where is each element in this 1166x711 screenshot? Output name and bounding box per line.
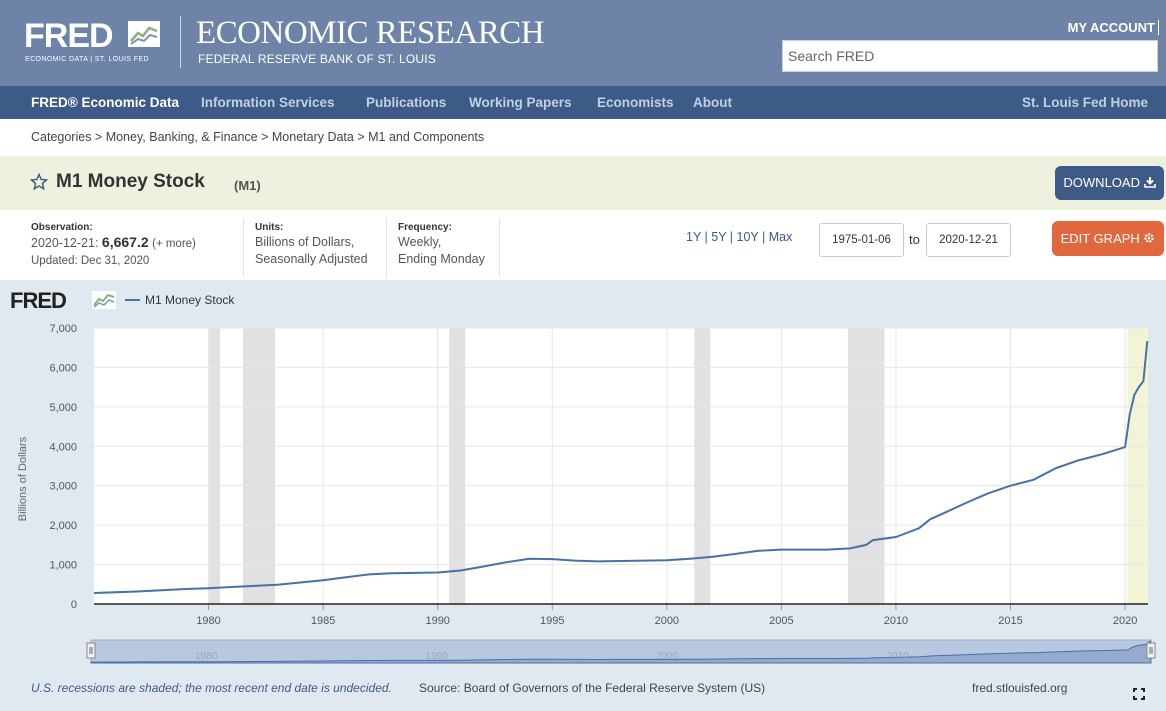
y-axis-label: Billions of Dollars (17, 436, 29, 522)
fred-logo-subtitle: ECONOMIC DATA | ST. LOUIS FED (25, 56, 150, 63)
x-tick-label: 2020 (1113, 615, 1137, 627)
recession-band (242, 328, 276, 604)
info-divider (386, 218, 387, 278)
units-block: Units: Billions of Dollars, Seasonally A… (255, 222, 368, 268)
main-nav: FRED® Economic Data Information Services… (0, 86, 1166, 119)
observation-label: Observation: (31, 222, 93, 233)
nav-item-fred[interactable]: FRED® Economic Data (31, 95, 179, 110)
series-id: (M1) (234, 178, 261, 193)
observation-block: Observation: 2020-12-21: 6,667.2 (+ more… (31, 222, 196, 270)
frequency-block: Frequency: Weekly, Ending Monday (398, 222, 485, 268)
chart-logo-icon (92, 291, 116, 309)
recession-note: U.S. recessions are shaded; the most rec… (31, 681, 392, 695)
navigator-series (90, 640, 1152, 664)
nav-item-stlouisfed-home[interactable]: St. Louis Fed Home (1022, 95, 1149, 110)
recession-band (449, 328, 466, 604)
chart-logo-icon (128, 21, 160, 47)
fred-logo-text: FRED (24, 17, 114, 55)
navigator-tick-label: 2010 (886, 651, 909, 662)
info-divider (499, 218, 500, 278)
x-tick-label: 1990 (425, 615, 449, 627)
units-label: Units: (255, 222, 284, 233)
recession-band (208, 328, 221, 604)
info-divider (243, 218, 244, 278)
y-tick-label: 1,000 (49, 560, 77, 572)
end-date-input[interactable]: 2020-12-21 (926, 223, 1011, 257)
nav-item-about[interactable]: About (693, 95, 732, 110)
series-line (93, 341, 1149, 594)
site-header: FRED ECONOMIC DATA | ST. LOUIS FED ECONO… (0, 0, 1166, 86)
site-link[interactable]: fred.stlouisfed.org (972, 681, 1068, 695)
account-divider (1158, 20, 1159, 35)
navigator-group[interactable]: 1980 1990 2000 2010 (86, 639, 1156, 664)
recession-band (694, 328, 711, 604)
start-date-input[interactable]: 1975-01-06 (819, 223, 904, 257)
header-subtitle: FEDERAL RESERVE BANK OF ST. LOUIS (198, 52, 436, 66)
y-tick-label: 2,000 (49, 520, 77, 532)
frequency-value-line1: Weekly, (398, 235, 442, 249)
fred-logo[interactable]: FRED ECONOMIC DATA | ST. LOUIS FED (24, 16, 166, 68)
recession-band (847, 328, 885, 604)
observation-line: 2020-12-21: 6,667.2 (+ more) (31, 234, 196, 253)
x-tick-label: 2005 (769, 615, 793, 627)
y-tick-label: 0 (71, 599, 77, 611)
my-account-link[interactable]: MY ACCOUNT (1067, 20, 1155, 35)
header-title[interactable]: ECONOMIC RESEARCH (196, 15, 545, 51)
x-tick-label: 1985 (311, 615, 335, 627)
navigator-left-handle[interactable] (86, 642, 96, 659)
download-icon (1143, 177, 1156, 188)
observation-more-link[interactable]: (+ more) (152, 238, 196, 250)
edit-graph-label: EDIT GRAPH (1060, 231, 1140, 246)
navigator-tick-label: 1980 (195, 651, 218, 662)
download-button[interactable]: DOWNLOAD (1055, 166, 1164, 200)
nav-item-working-papers[interactable]: Working Papers (469, 95, 572, 110)
navigator-tick-label: 2000 (656, 651, 679, 662)
y-tick-label: 5,000 (49, 402, 77, 414)
frequency-value-line2: Ending Monday (398, 252, 485, 266)
edit-graph-button[interactable]: EDIT GRAPH (1052, 221, 1164, 256)
navigator-right-handle[interactable] (1146, 642, 1156, 659)
series-title-band: M1 Money Stock (M1) DOWNLOAD (0, 156, 1166, 210)
plot-group: 0 1,000 2,000 3,000 4,000 5,000 6,000 7,000 1980… (49, 323, 1149, 627)
x-tick-label: 2000 (655, 615, 679, 627)
fullscreen-icon[interactable] (1133, 688, 1145, 700)
legend-label[interactable]: M1 Money Stock (145, 293, 235, 307)
gear-icon (1144, 233, 1155, 243)
download-label: DOWNLOAD (1063, 175, 1140, 190)
header-divider (180, 16, 181, 68)
search-input[interactable]: Search FRED (782, 40, 1158, 72)
y-tick-label: 6,000 (49, 362, 77, 374)
navigator-tick-label: 1990 (426, 651, 449, 662)
series-title: M1 Money Stock (56, 171, 205, 192)
observation-date: 2020-12-21: (31, 236, 99, 250)
nav-item-information-services[interactable]: Information Services (201, 95, 335, 110)
x-tick-label: 2015 (998, 615, 1022, 627)
nav-item-economists[interactable]: Economists (597, 95, 674, 110)
chart-fred-logo: FRED (10, 288, 67, 313)
breadcrumb[interactable]: Categories > Money, Banking, & Finance >… (31, 130, 485, 144)
range-selector[interactable]: 1Y | 5Y | 10Y | Max (686, 230, 793, 244)
observation-value: 6,667.2 (101, 234, 149, 250)
updated-date: Updated: Dec 31, 2020 (31, 255, 150, 267)
chart-area: 0 1,000 2,000 3,000 4,000 5,000 6,000 7,000 1980… (0, 280, 1166, 711)
star-icon[interactable] (30, 173, 48, 191)
y-tick-label: 7,000 (49, 323, 77, 335)
legend-swatch (125, 299, 140, 301)
source-note: Source: Board of Governors of the Federa… (419, 681, 766, 695)
x-tick-label: 1995 (540, 615, 564, 627)
chart-svg: 0 1,000 2,000 3,000 4,000 5,000 6,000 7,000 1980… (49, 323, 1156, 664)
units-value-line1: Billions of Dollars, (255, 235, 355, 249)
units-value-line2: Seasonally Adjusted (255, 252, 368, 266)
y-tick-label: 3,000 (49, 481, 77, 493)
x-tick-label: 1980 (196, 615, 220, 627)
recent-period-band (1127, 328, 1148, 604)
nav-item-publications[interactable]: Publications (366, 95, 447, 110)
y-tick-label: 4,000 (49, 441, 77, 453)
x-tick-label: 2010 (884, 615, 908, 627)
date-range-to-label: to (909, 232, 920, 247)
frequency-label: Frequency: (398, 222, 452, 233)
